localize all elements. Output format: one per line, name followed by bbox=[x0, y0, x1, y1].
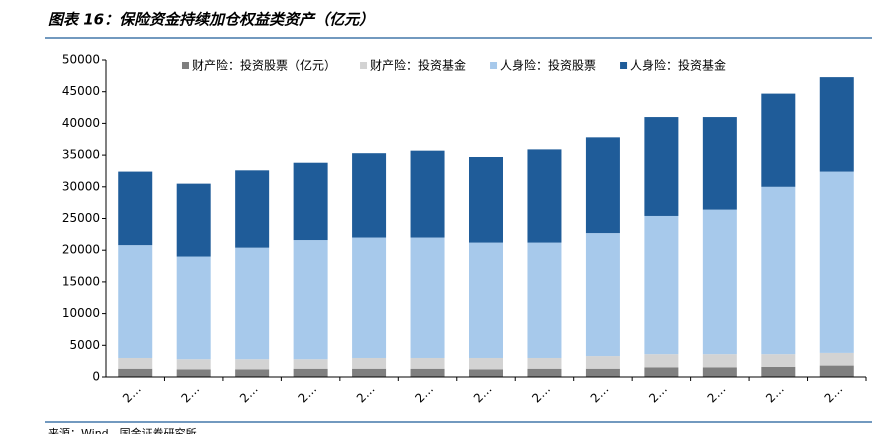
bar-segment bbox=[761, 354, 796, 367]
bar-segment bbox=[761, 93, 796, 187]
bar-segment bbox=[235, 369, 270, 377]
bar-segment bbox=[293, 368, 328, 377]
bar-segment bbox=[819, 352, 854, 366]
legend-swatch bbox=[490, 62, 498, 69]
y-tick-label: 5000 bbox=[69, 338, 100, 352]
x-tick-label: 2… bbox=[705, 382, 729, 406]
x-tick-label: 2… bbox=[120, 382, 144, 406]
bar-segment bbox=[644, 367, 679, 377]
bar-segment bbox=[293, 240, 328, 360]
bar-segment bbox=[118, 245, 153, 358]
x-tick-label: 2… bbox=[588, 382, 612, 406]
bar-segment bbox=[585, 137, 620, 234]
y-tick-label: 0 bbox=[92, 370, 100, 384]
bar-segment bbox=[118, 357, 153, 369]
bar-segment bbox=[527, 149, 562, 243]
bar-segment bbox=[469, 357, 503, 370]
bar-segment bbox=[410, 150, 445, 238]
bar-segment bbox=[410, 237, 445, 358]
bar-segment bbox=[235, 247, 270, 360]
x-tick-label: 2… bbox=[822, 382, 846, 406]
bar-segment bbox=[702, 117, 737, 210]
bar-segment bbox=[644, 117, 679, 216]
bar-segment bbox=[644, 354, 679, 368]
x-tick-label: 2… bbox=[295, 382, 319, 406]
x-tick-label: 2… bbox=[237, 382, 261, 406]
bar-segment bbox=[469, 242, 503, 358]
x-tick-label: 2… bbox=[763, 382, 787, 406]
legend-swatch bbox=[620, 62, 628, 69]
y-tick-label: 30000 bbox=[62, 179, 100, 193]
bar-segment bbox=[410, 357, 445, 369]
bar-segment bbox=[644, 215, 679, 355]
x-tick-label: 2… bbox=[412, 382, 436, 406]
bar-segment bbox=[176, 183, 211, 257]
bar-segment bbox=[761, 366, 796, 377]
bar-segment bbox=[819, 171, 854, 353]
bar-segment bbox=[819, 365, 854, 377]
bar-segment bbox=[293, 162, 328, 241]
chart-title: 图表 16：保险资金持续加仓权益类资产（亿元） bbox=[48, 11, 374, 29]
legend-swatch bbox=[360, 62, 368, 69]
y-tick-label: 40000 bbox=[62, 116, 100, 130]
bar-segment bbox=[118, 368, 153, 377]
bar-segment bbox=[352, 237, 387, 358]
bar-segment bbox=[527, 368, 562, 377]
bar-segment bbox=[176, 369, 211, 377]
x-tick-label: 2… bbox=[471, 382, 495, 406]
bar-segment bbox=[585, 233, 620, 357]
bar-segment bbox=[585, 368, 620, 377]
bar-segment bbox=[761, 186, 796, 355]
legend-label: 人身险：投资股票 bbox=[500, 58, 596, 73]
x-tick-label: 2… bbox=[529, 382, 553, 406]
bar-segment bbox=[585, 356, 620, 369]
bar-segment bbox=[352, 153, 387, 238]
bar-segment bbox=[527, 242, 562, 358]
bar-segment bbox=[527, 357, 562, 369]
legend-label: 财产险：投资股票（亿元） bbox=[192, 58, 336, 73]
x-tick-label: 2… bbox=[354, 382, 378, 406]
bar-segment bbox=[819, 77, 854, 172]
legend-label: 人身险：投资基金 bbox=[630, 58, 726, 73]
y-tick-label: 35000 bbox=[62, 148, 100, 162]
bar-segment bbox=[293, 359, 328, 369]
source-note: 来源：Wind，国金证券研究所 bbox=[48, 426, 197, 434]
bar-segment bbox=[176, 256, 211, 360]
bar-segment bbox=[702, 209, 737, 355]
bar-segment bbox=[118, 171, 153, 246]
y-tick-label: 20000 bbox=[62, 243, 100, 257]
bar-segment bbox=[176, 359, 211, 370]
legend-label: 财产险：投资基金 bbox=[370, 58, 466, 73]
legend-swatch bbox=[182, 62, 189, 69]
y-tick-label: 10000 bbox=[62, 306, 100, 320]
x-tick-label: 2… bbox=[179, 382, 203, 406]
bar-segment bbox=[352, 368, 387, 377]
x-tick-label: 2… bbox=[646, 382, 670, 406]
bar-segment bbox=[702, 354, 737, 368]
bar-segment bbox=[235, 170, 270, 248]
bar-segment bbox=[702, 367, 737, 377]
bar-segment bbox=[235, 359, 270, 370]
y-tick-label: 15000 bbox=[62, 274, 100, 288]
bar-segment bbox=[469, 369, 503, 377]
y-tick-label: 50000 bbox=[62, 53, 100, 67]
bar-segment bbox=[469, 157, 503, 243]
y-tick-label: 25000 bbox=[62, 211, 100, 225]
bar-segment bbox=[352, 357, 387, 369]
bar-segment bbox=[410, 368, 445, 377]
y-tick-label: 45000 bbox=[62, 84, 100, 98]
